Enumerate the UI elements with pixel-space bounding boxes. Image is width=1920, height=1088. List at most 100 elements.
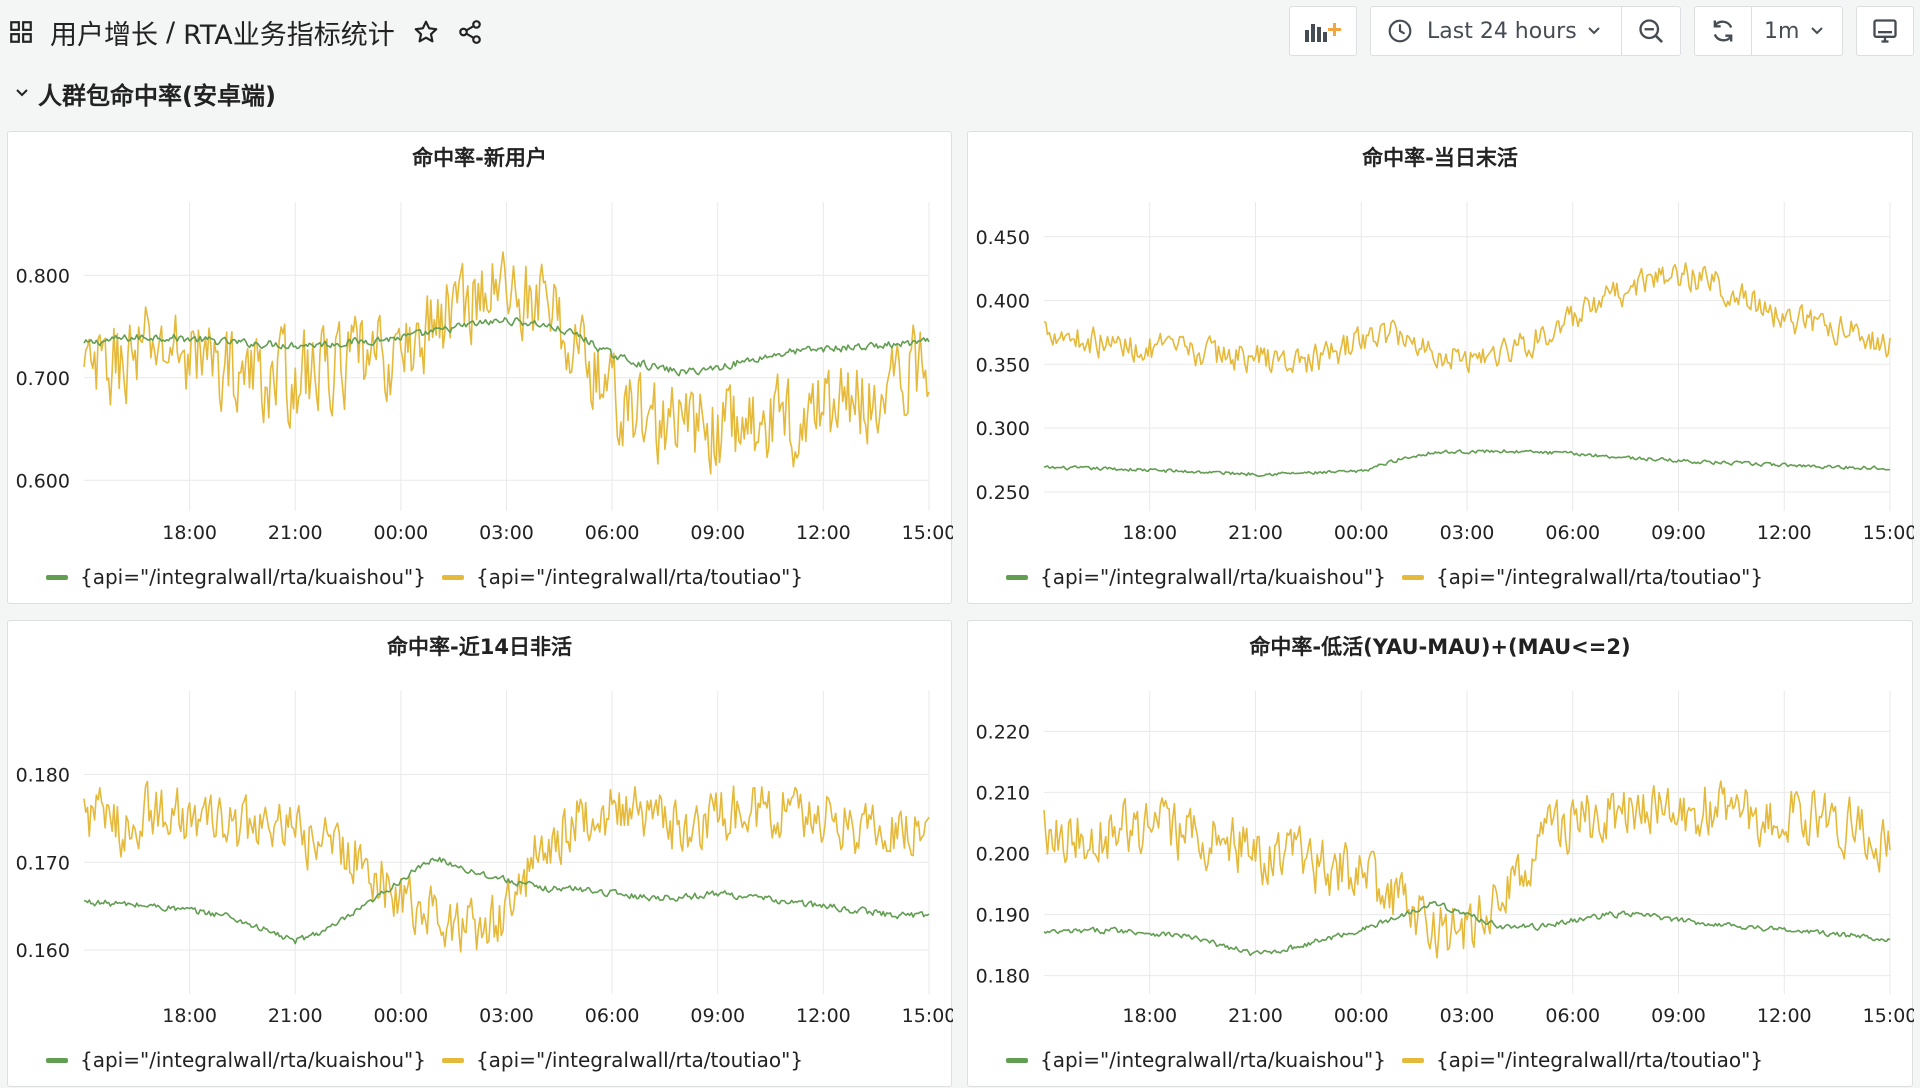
legend-label: {api="/integralwall/rta/kuaishou"} bbox=[1040, 565, 1386, 589]
y-tick-label: 0.600 bbox=[16, 470, 70, 492]
x-tick-label: 15:00 bbox=[1863, 522, 1914, 544]
x-tick-label: 21:00 bbox=[1228, 522, 1283, 544]
legend-label: {api="/integralwall/rta/kuaishou"} bbox=[80, 1048, 426, 1072]
legend: {api="/integralwall/rta/kuaishou"} {api=… bbox=[46, 1048, 819, 1072]
x-tick-label: 09:00 bbox=[1651, 522, 1706, 544]
series-line-kuaishou[interactable] bbox=[83, 856, 930, 945]
series-line-toutiao[interactable] bbox=[1043, 780, 1891, 959]
x-tick-label: 03:00 bbox=[479, 1005, 534, 1027]
panel-title[interactable]: 命中率-当日末活 bbox=[1362, 146, 1518, 170]
legend-swatch bbox=[1401, 574, 1424, 580]
x-tick-label: 12:00 bbox=[1757, 522, 1812, 544]
graph-area[interactable]: 18:00 21:00 00:00 03:00 06:00 09:00 12:00 15:00… bbox=[8, 132, 953, 605]
legend-item-toutiao[interactable]: {api="/integralwall/rta/toutiao"} bbox=[441, 1048, 804, 1072]
legend-label: {api="/integralwall/rta/toutiao"} bbox=[475, 565, 804, 589]
series-line-kuaishou[interactable] bbox=[83, 317, 930, 377]
zoom-out-icon bbox=[1639, 19, 1663, 43]
dashboard-name[interactable]: RTA业务指标统计 bbox=[183, 19, 395, 51]
series-line-toutiao[interactable] bbox=[83, 251, 930, 475]
legend-swatch bbox=[1006, 1057, 1028, 1063]
chevron-down-icon bbox=[1588, 27, 1600, 35]
graph-area[interactable]: 18:00 21:00 00:00 03:00 06:00 09:00 12:00 15:00… bbox=[8, 621, 953, 1088]
panel-title[interactable]: 命中率-低活(YAU-MAU)+(MAU<=2) bbox=[1249, 635, 1631, 659]
legend-item-kuaishou[interactable]: {api="/integralwall/rta/kuaishou"} bbox=[46, 1048, 426, 1072]
x-tick-label: 15:00 bbox=[902, 1005, 953, 1027]
series-line-kuaishou[interactable] bbox=[1043, 449, 1891, 478]
x-tick-label: 12:00 bbox=[796, 1005, 851, 1027]
share-icon[interactable] bbox=[457, 19, 483, 45]
panel-title[interactable]: 命中率-近14日非活 bbox=[387, 635, 572, 659]
panel-new-users[interactable]: 命中率-新用户 18:00 21:00 00:00 03:00 06:00 09:00 12… bbox=[7, 131, 953, 605]
refresh-interval-label: 1m bbox=[1764, 18, 1800, 44]
refresh-icon bbox=[1713, 20, 1733, 42]
x-tick-label: 03:00 bbox=[1440, 1005, 1495, 1027]
y-tick-label: 0.180 bbox=[976, 966, 1030, 988]
tv-mode-button[interactable] bbox=[1856, 6, 1914, 56]
legend-item-toutiao[interactable]: {api="/integralwall/rta/toutiao"} bbox=[441, 565, 804, 589]
zoom-out-button[interactable] bbox=[1621, 6, 1681, 56]
star-icon[interactable] bbox=[413, 19, 439, 45]
legend: {api="/integralwall/rta/kuaishou"} {api=… bbox=[1006, 565, 1779, 589]
y-tick-label: 0.450 bbox=[976, 227, 1030, 249]
x-tick-label: 21:00 bbox=[1228, 1005, 1283, 1027]
legend-label: {api="/integralwall/rta/toutiao"} bbox=[475, 1048, 804, 1072]
series-line-kuaishou[interactable] bbox=[1043, 900, 1891, 957]
y-tick-label: 0.180 bbox=[16, 764, 70, 786]
legend-item-kuaishou[interactable]: {api="/integralwall/rta/kuaishou"} bbox=[1006, 1048, 1386, 1072]
refresh-interval-picker[interactable]: 1m bbox=[1751, 6, 1843, 56]
panel-title[interactable]: 命中率-新用户 bbox=[412, 146, 547, 170]
series-line-toutiao[interactable] bbox=[83, 780, 930, 953]
add-panel-button[interactable] bbox=[1289, 6, 1357, 56]
legend-label: {api="/integralwall/rta/toutiao"} bbox=[1435, 1048, 1764, 1072]
breadcrumb-separator: / bbox=[166, 16, 176, 48]
legend-swatch bbox=[1401, 1057, 1424, 1063]
chevron-down-icon bbox=[16, 89, 28, 97]
folder-link[interactable]: 用户增长 bbox=[50, 19, 158, 51]
y-tick-label: 0.350 bbox=[976, 354, 1030, 376]
x-tick-label: 06:00 bbox=[1545, 522, 1600, 544]
graph-area[interactable]: 18:00 21:00 00:00 03:00 06:00 09:00 12:00 15:00… bbox=[968, 621, 1914, 1088]
legend-label: {api="/integralwall/rta/toutiao"} bbox=[1435, 565, 1764, 589]
refresh-button[interactable] bbox=[1694, 6, 1752, 56]
y-tick-label: 0.170 bbox=[16, 852, 70, 874]
x-tick-label: 06:00 bbox=[1545, 1005, 1600, 1027]
row-title: 人群包命中率(安卓端) bbox=[38, 81, 276, 110]
dashboard-title: 用户增长 / RTA业务指标统计 bbox=[8, 12, 483, 52]
x-tick-label: 12:00 bbox=[796, 522, 851, 544]
y-tick-label: 0.250 bbox=[976, 482, 1030, 504]
y-tick-label: 0.800 bbox=[16, 265, 70, 287]
y-tick-label: 0.700 bbox=[16, 368, 70, 390]
x-tick-label: 00:00 bbox=[373, 522, 428, 544]
y-tick-label: 0.160 bbox=[16, 940, 70, 962]
legend: {api="/integralwall/rta/kuaishou"} {api=… bbox=[1006, 1048, 1779, 1072]
y-tick-label: 0.300 bbox=[976, 418, 1030, 440]
legend-item-toutiao[interactable]: {api="/integralwall/rta/toutiao"} bbox=[1401, 1048, 1764, 1072]
legend-item-toutiao[interactable]: {api="/integralwall/rta/toutiao"} bbox=[1401, 565, 1764, 589]
legend: {api="/integralwall/rta/kuaishou"} {api=… bbox=[46, 565, 819, 589]
x-tick-label: 00:00 bbox=[373, 1005, 428, 1027]
x-tick-label: 00:00 bbox=[1334, 1005, 1389, 1027]
legend-swatch bbox=[46, 574, 68, 580]
legend-item-kuaishou[interactable]: {api="/integralwall/rta/kuaishou"} bbox=[1006, 565, 1386, 589]
row-header[interactable]: 人群包命中率(安卓端) bbox=[14, 78, 276, 110]
x-tick-label: 03:00 bbox=[1440, 522, 1495, 544]
dashboard-grid-icon[interactable] bbox=[8, 19, 34, 45]
clock-icon bbox=[1388, 19, 1412, 43]
x-tick-label: 00:00 bbox=[1334, 522, 1389, 544]
x-tick-label: 15:00 bbox=[1863, 1005, 1914, 1027]
panel-low-activity[interactable]: 命中率-低活(YAU-MAU)+(MAU<=2) 18:00 21:00 00:00… bbox=[967, 620, 1914, 1088]
legend-item-kuaishou[interactable]: {api="/integralwall/rta/kuaishou"} bbox=[46, 565, 426, 589]
series-line-toutiao[interactable] bbox=[1043, 262, 1891, 374]
x-tick-label: 18:00 bbox=[162, 522, 217, 544]
time-picker-button[interactable]: Last 24 hours bbox=[1370, 6, 1622, 56]
legend-swatch bbox=[1006, 574, 1028, 580]
x-tick-label: 03:00 bbox=[479, 522, 534, 544]
x-tick-label: 09:00 bbox=[1651, 1005, 1706, 1027]
panel-same-day-inactive[interactable]: 命中率-当日末活 18:00 21:00 00:00 03:00 06:00 09:00 1… bbox=[967, 131, 1914, 605]
graph-area[interactable]: 18:00 21:00 00:00 03:00 06:00 09:00 12:00 15:00… bbox=[968, 132, 1914, 605]
legend-swatch bbox=[46, 1057, 68, 1063]
x-tick-label: 15:00 bbox=[902, 522, 953, 544]
panel-14day-inactive[interactable]: 命中率-近14日非活 18:00 21:00 00:00 03:00 06:00 09:0… bbox=[7, 620, 953, 1088]
chevron-down-icon bbox=[1811, 27, 1823, 35]
y-tick-label: 0.400 bbox=[976, 291, 1030, 313]
